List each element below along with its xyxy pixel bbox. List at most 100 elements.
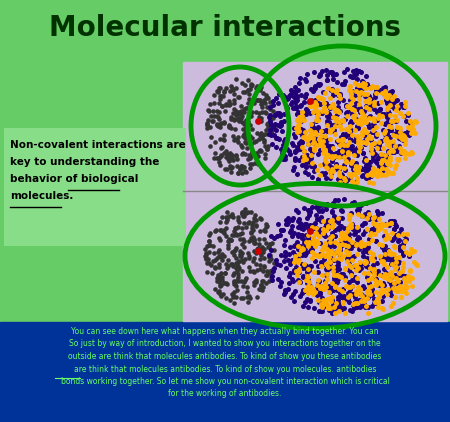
Point bbox=[328, 165, 335, 172]
Point bbox=[299, 287, 306, 293]
Point bbox=[378, 159, 386, 166]
Point bbox=[299, 225, 306, 232]
Point bbox=[340, 285, 347, 292]
Point bbox=[362, 168, 369, 175]
Point bbox=[220, 226, 228, 233]
Point bbox=[333, 280, 340, 287]
Point bbox=[218, 119, 225, 126]
Point bbox=[204, 256, 212, 263]
Point bbox=[374, 300, 381, 307]
Point bbox=[394, 238, 401, 245]
Point bbox=[330, 220, 337, 227]
Point bbox=[294, 208, 302, 215]
Point bbox=[359, 79, 366, 86]
Point bbox=[292, 207, 299, 214]
Point bbox=[380, 233, 387, 239]
Point bbox=[294, 147, 301, 154]
Point bbox=[305, 208, 312, 215]
Point bbox=[388, 149, 395, 156]
Point bbox=[360, 245, 368, 252]
Point bbox=[317, 214, 324, 220]
Point bbox=[383, 100, 391, 106]
Point bbox=[349, 290, 356, 297]
Point bbox=[328, 157, 336, 164]
Point bbox=[292, 147, 299, 154]
Point bbox=[240, 164, 248, 170]
Point bbox=[269, 108, 276, 114]
Point bbox=[256, 84, 264, 91]
Point bbox=[303, 285, 310, 292]
Point bbox=[242, 117, 249, 124]
Point bbox=[376, 253, 383, 260]
Point bbox=[409, 121, 416, 128]
Point bbox=[261, 151, 268, 157]
Point bbox=[367, 84, 374, 91]
Point bbox=[398, 135, 405, 142]
Point bbox=[261, 236, 268, 243]
Point bbox=[362, 141, 369, 148]
Point bbox=[337, 294, 344, 300]
Point bbox=[328, 219, 335, 226]
Point bbox=[222, 219, 230, 226]
Point bbox=[390, 137, 397, 144]
Point bbox=[222, 260, 229, 267]
Point bbox=[341, 196, 348, 203]
Point bbox=[326, 103, 333, 110]
Point bbox=[233, 244, 240, 251]
Point bbox=[300, 99, 307, 106]
Point bbox=[334, 176, 342, 183]
Point bbox=[305, 266, 312, 273]
Point bbox=[237, 166, 244, 173]
Point bbox=[298, 224, 306, 230]
Point bbox=[353, 251, 360, 257]
Point bbox=[402, 290, 410, 297]
Point bbox=[332, 88, 339, 95]
Point bbox=[352, 178, 360, 185]
Point bbox=[248, 237, 256, 244]
Point bbox=[243, 139, 250, 146]
Point bbox=[261, 143, 269, 149]
Point bbox=[259, 104, 266, 111]
Point bbox=[331, 309, 338, 316]
Point bbox=[352, 91, 359, 98]
Point bbox=[338, 230, 345, 237]
Point bbox=[257, 252, 265, 258]
Point bbox=[323, 261, 330, 268]
Point bbox=[356, 96, 363, 103]
Point bbox=[286, 251, 293, 257]
Point bbox=[282, 221, 289, 227]
Point bbox=[324, 303, 332, 309]
Point bbox=[225, 213, 233, 219]
Point bbox=[208, 134, 215, 141]
Point bbox=[392, 262, 399, 269]
Point bbox=[369, 265, 377, 271]
Point bbox=[261, 154, 269, 161]
Point bbox=[286, 92, 293, 99]
Point bbox=[366, 236, 373, 243]
Point bbox=[284, 95, 292, 102]
Point bbox=[334, 262, 342, 268]
Point bbox=[311, 96, 319, 103]
Point bbox=[413, 262, 420, 269]
Point bbox=[371, 130, 378, 137]
Point bbox=[336, 225, 343, 232]
Point bbox=[240, 108, 248, 115]
Point bbox=[380, 111, 387, 117]
Point bbox=[356, 289, 363, 296]
Point bbox=[392, 133, 400, 140]
Point bbox=[322, 284, 329, 290]
Point bbox=[215, 260, 222, 267]
Point bbox=[358, 261, 365, 268]
Point bbox=[297, 118, 305, 125]
Point bbox=[314, 237, 321, 244]
Point bbox=[358, 173, 365, 179]
Point bbox=[378, 209, 385, 216]
Point bbox=[249, 150, 256, 157]
Point bbox=[337, 108, 344, 114]
Point bbox=[234, 262, 241, 269]
Point bbox=[281, 241, 288, 248]
Point bbox=[210, 154, 217, 161]
Point bbox=[372, 87, 379, 94]
Point bbox=[326, 105, 333, 111]
Point bbox=[302, 232, 310, 238]
